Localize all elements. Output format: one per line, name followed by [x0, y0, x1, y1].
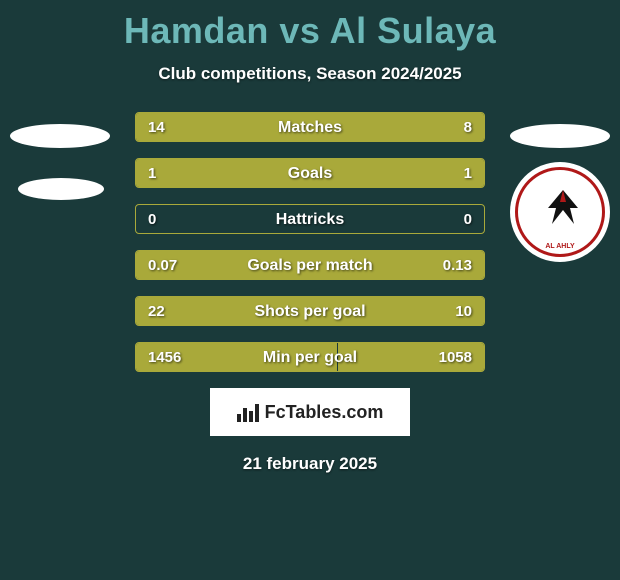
page-title: Hamdan vs Al Sulaya [0, 0, 620, 52]
stat-label: Min per goal [136, 343, 484, 372]
stat-label: Matches [136, 113, 484, 142]
stat-value-right: 0 [464, 205, 472, 234]
stat-row: 1456Min per goal1058 [135, 342, 485, 372]
crest-inner: AL AHLY [515, 167, 605, 257]
ellipse-shape [10, 124, 110, 148]
stat-row: 1Goals1 [135, 158, 485, 188]
stat-value-right: 0.13 [443, 251, 472, 280]
ellipse-shape [510, 124, 610, 148]
crest-text: AL AHLY [518, 243, 602, 250]
subtitle: Club competitions, Season 2024/2025 [0, 64, 620, 84]
stat-row: 22Shots per goal10 [135, 296, 485, 326]
ellipse-shape [18, 178, 104, 200]
stat-row: 0.07Goals per match0.13 [135, 250, 485, 280]
brand-badge: FcTables.com [210, 388, 410, 436]
team-left-badge [10, 112, 110, 212]
stat-label: Hattricks [136, 205, 484, 234]
stat-value-right: 8 [464, 113, 472, 142]
team-crest: AL AHLY [510, 162, 610, 262]
stat-label: Goals per match [136, 251, 484, 280]
team-right-badge: AL AHLY [510, 112, 610, 212]
stat-value-right: 1058 [439, 343, 472, 372]
stats-area: AL AHLY 14Matches81Goals10Hattricks00.07… [0, 112, 620, 372]
stat-value-right: 1 [464, 159, 472, 188]
stat-row: 14Matches8 [135, 112, 485, 142]
stat-row: 0Hattricks0 [135, 204, 485, 234]
stat-label: Goals [136, 159, 484, 188]
eagle-icon [540, 188, 586, 228]
stat-value-right: 10 [455, 297, 472, 326]
stat-bars: 14Matches81Goals10Hattricks00.07Goals pe… [135, 112, 485, 372]
brand-text: FcTables.com [265, 402, 384, 423]
stat-label: Shots per goal [136, 297, 484, 326]
chart-icon [237, 402, 259, 422]
date-text: 21 february 2025 [0, 454, 620, 474]
